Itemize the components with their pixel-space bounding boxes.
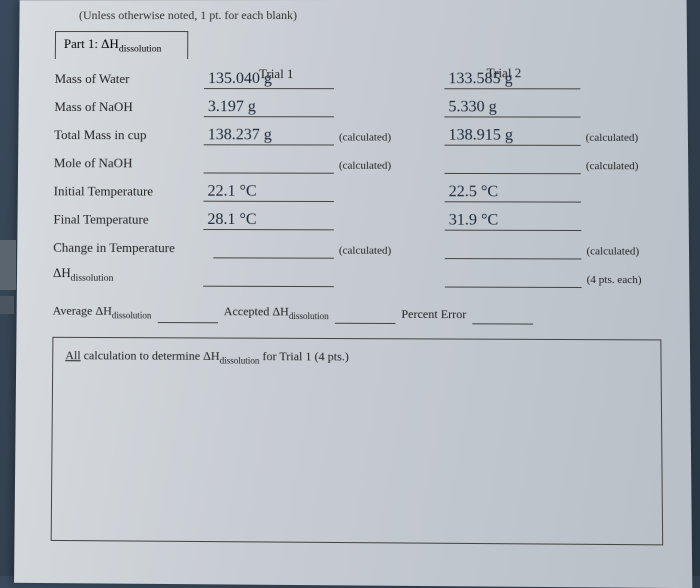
calc-box-underline: All bbox=[65, 348, 80, 362]
binder-tab bbox=[0, 240, 16, 290]
part-header-text: Part 1: ΔH bbox=[64, 36, 119, 51]
row-mass-water: Mass of Water 135.040 g 133.585 g bbox=[55, 61, 660, 89]
calc-box-suffix: for Trial 1 (4 pts.) bbox=[262, 348, 348, 363]
accepted-text: Accepted ΔH bbox=[224, 304, 289, 318]
calc-note: (calculated) bbox=[339, 131, 391, 143]
calc-box-mid: calculation to determine ΔH bbox=[81, 348, 220, 363]
trial1-value: 28.1 °C bbox=[203, 207, 334, 230]
trial1-value bbox=[213, 236, 334, 259]
trial2-value: 5.330 g bbox=[444, 95, 580, 117]
trial2-value bbox=[445, 151, 581, 173]
label: ΔHdissolution bbox=[53, 265, 203, 286]
trial1-value: 135.040 g bbox=[204, 67, 334, 89]
trial1-value bbox=[204, 151, 334, 173]
calculation-box: All calculation to determine ΔHdissoluti… bbox=[51, 336, 664, 545]
label-sub: dissolution bbox=[71, 273, 114, 284]
trial1-value bbox=[203, 264, 334, 287]
label: Change in Temperature bbox=[53, 239, 213, 258]
avg-sub: dissolution bbox=[112, 310, 152, 320]
pts-note: (4 pts. each) bbox=[587, 273, 642, 285]
trial2-value: 31.9 °C bbox=[445, 208, 582, 231]
trial2-value bbox=[445, 265, 582, 288]
label: Mole of NaOH bbox=[54, 155, 204, 173]
part-header-sub: dissolution bbox=[119, 44, 162, 55]
row-mass-naoh: Mass of NaOH 3.197 g 5.330 g bbox=[54, 89, 659, 118]
row-delta-h: ΔHdissolution (4 pts. each) bbox=[53, 257, 661, 287]
trial2-value: 138.915 g bbox=[444, 123, 580, 145]
top-note: (Unless otherwise noted, 1 pt. for each … bbox=[79, 8, 659, 23]
row-final-temp: Final Temperature 28.1 °C 31.9 °C bbox=[53, 201, 660, 231]
row-total-mass: Total Mass in cup 138.237 g (calculated)… bbox=[54, 117, 660, 146]
accepted-sub: dissolution bbox=[289, 311, 329, 321]
trial2-value bbox=[445, 236, 582, 259]
binder-tab-2 bbox=[0, 296, 14, 314]
calc-note: (calculated) bbox=[586, 160, 639, 172]
trial2-value: 133.585 g bbox=[444, 67, 580, 89]
accepted-blank bbox=[335, 305, 396, 324]
summary-row: Average ΔHdissolution Accepted ΔHdissolu… bbox=[53, 296, 662, 325]
label-text: ΔH bbox=[53, 265, 71, 280]
accepted-label: Accepted ΔHdissolution bbox=[224, 304, 329, 323]
label: Total Mass in cup bbox=[54, 127, 204, 145]
calc-box-sub: dissolution bbox=[220, 355, 260, 365]
calc-note: (calculated) bbox=[339, 159, 391, 171]
label: Initial Temperature bbox=[54, 183, 204, 201]
worksheet-paper: (Unless otherwise noted, 1 pt. for each … bbox=[14, 0, 692, 588]
trial1-value: 138.237 g bbox=[204, 123, 334, 145]
calc-note: (calculated) bbox=[586, 131, 639, 143]
calc-box-text: All calculation to determine ΔHdissoluti… bbox=[65, 348, 349, 364]
label: Mass of NaOH bbox=[54, 99, 204, 117]
row-initial-temp: Initial Temperature 22.1 °C 22.5 °C bbox=[54, 173, 661, 203]
trial2-value: 22.5 °C bbox=[445, 180, 581, 203]
pe-label: Percent Error bbox=[401, 306, 466, 324]
part-header: Part 1: ΔHdissolution bbox=[55, 31, 189, 59]
avg-blank bbox=[157, 304, 217, 323]
data-section: Trial 1 Trial 2 Mass of Water 135.040 g … bbox=[51, 61, 664, 545]
avg-text: Average ΔH bbox=[53, 304, 112, 318]
label: Mass of Water bbox=[55, 71, 204, 89]
row-mole-naoh: Mole of NaOH (calculated) (calculated) bbox=[54, 145, 660, 174]
label: Final Temperature bbox=[53, 211, 203, 230]
avg-label: Average ΔHdissolution bbox=[53, 304, 152, 323]
calc-note: (calculated) bbox=[339, 244, 391, 256]
trial1-value: 3.197 g bbox=[204, 95, 334, 117]
row-change-temp: Change in Temperature (calculated) (calc… bbox=[53, 229, 661, 259]
calc-note: (calculated) bbox=[586, 245, 639, 257]
pe-blank bbox=[472, 306, 533, 325]
trial1-value: 22.1 °C bbox=[203, 179, 333, 201]
